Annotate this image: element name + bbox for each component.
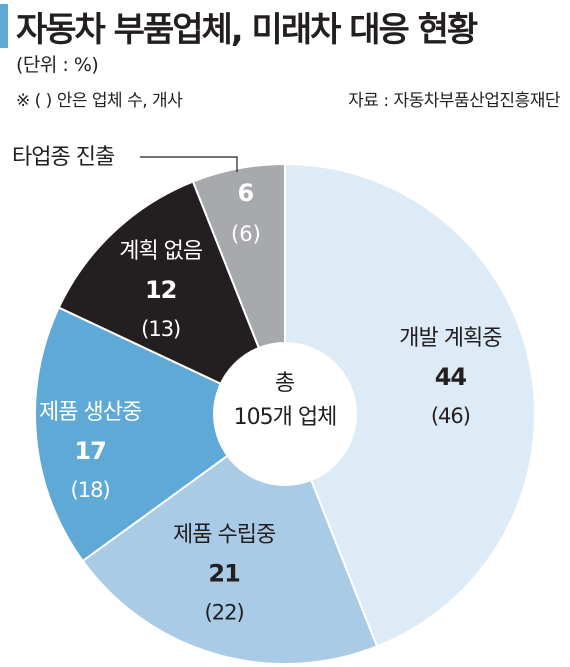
slice-label-development-planning: 개발 계획중 xyxy=(399,326,502,351)
slice-count-other-industry: (6) xyxy=(231,222,261,246)
slice-label-other-industry: 타업종 진출 xyxy=(12,145,115,170)
slice-percent-no-plan: 12 xyxy=(145,276,176,304)
chart-title: 자동차 부품업체, 미래차 대응 현황 xyxy=(16,10,478,50)
slice-percent-development-planning: 44 xyxy=(435,363,467,391)
slices-group xyxy=(34,162,536,665)
title-accent-bar xyxy=(0,4,8,48)
donut-hole xyxy=(213,342,357,486)
source-label: 자료 : 자동차부품산업진흥재단 xyxy=(348,91,560,111)
slice-count-product-producing: (18) xyxy=(71,478,110,502)
center-label-line1: 총 xyxy=(275,371,295,396)
slice-label-product-producing: 제품 생산중 xyxy=(39,400,142,425)
center-label-line2: 105개 업체 xyxy=(234,405,337,430)
slice-product-producing xyxy=(34,306,287,563)
slice-no-plan xyxy=(57,180,287,416)
slice-count-no-plan: (13) xyxy=(141,317,180,341)
slice-label-product-establishing: 제품 수립중 xyxy=(173,522,276,547)
slice-percent-product-producing: 17 xyxy=(74,437,105,465)
slice-label-no-plan: 계획 없음 xyxy=(119,239,203,264)
footnote: ※ ( ) 안은 업체 수, 개사 xyxy=(16,91,183,111)
slice-labels-group: 개발 계획중 44 (46) 제품 수립중 21 (22) 제품 생산중 17 (18) 계획 없… xyxy=(12,145,503,624)
slice-count-product-establishing: (22) xyxy=(205,600,244,624)
slice-development-planning xyxy=(284,162,536,648)
callout-leader-line xyxy=(140,156,238,172)
unit-label: (단위 : %) xyxy=(16,54,99,76)
slice-count-development-planning: (46) xyxy=(431,404,470,428)
slice-percent-other-industry: 6 xyxy=(238,179,255,207)
slice-percent-product-establishing: 21 xyxy=(208,559,240,587)
